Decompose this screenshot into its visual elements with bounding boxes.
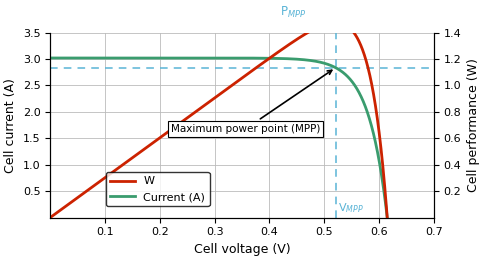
Text: V$_{MPP}$: V$_{MPP}$ <box>338 201 364 215</box>
Text: P$_{MPP}$: P$_{MPP}$ <box>280 5 306 20</box>
Y-axis label: Cell current (A): Cell current (A) <box>4 78 17 173</box>
X-axis label: Cell voltage (V): Cell voltage (V) <box>194 243 290 256</box>
Y-axis label: Cell performance (W): Cell performance (W) <box>467 58 480 192</box>
Legend: W, Current (A): W, Current (A) <box>106 172 210 206</box>
Text: Maximum power point (MPP): Maximum power point (MPP) <box>171 70 332 134</box>
